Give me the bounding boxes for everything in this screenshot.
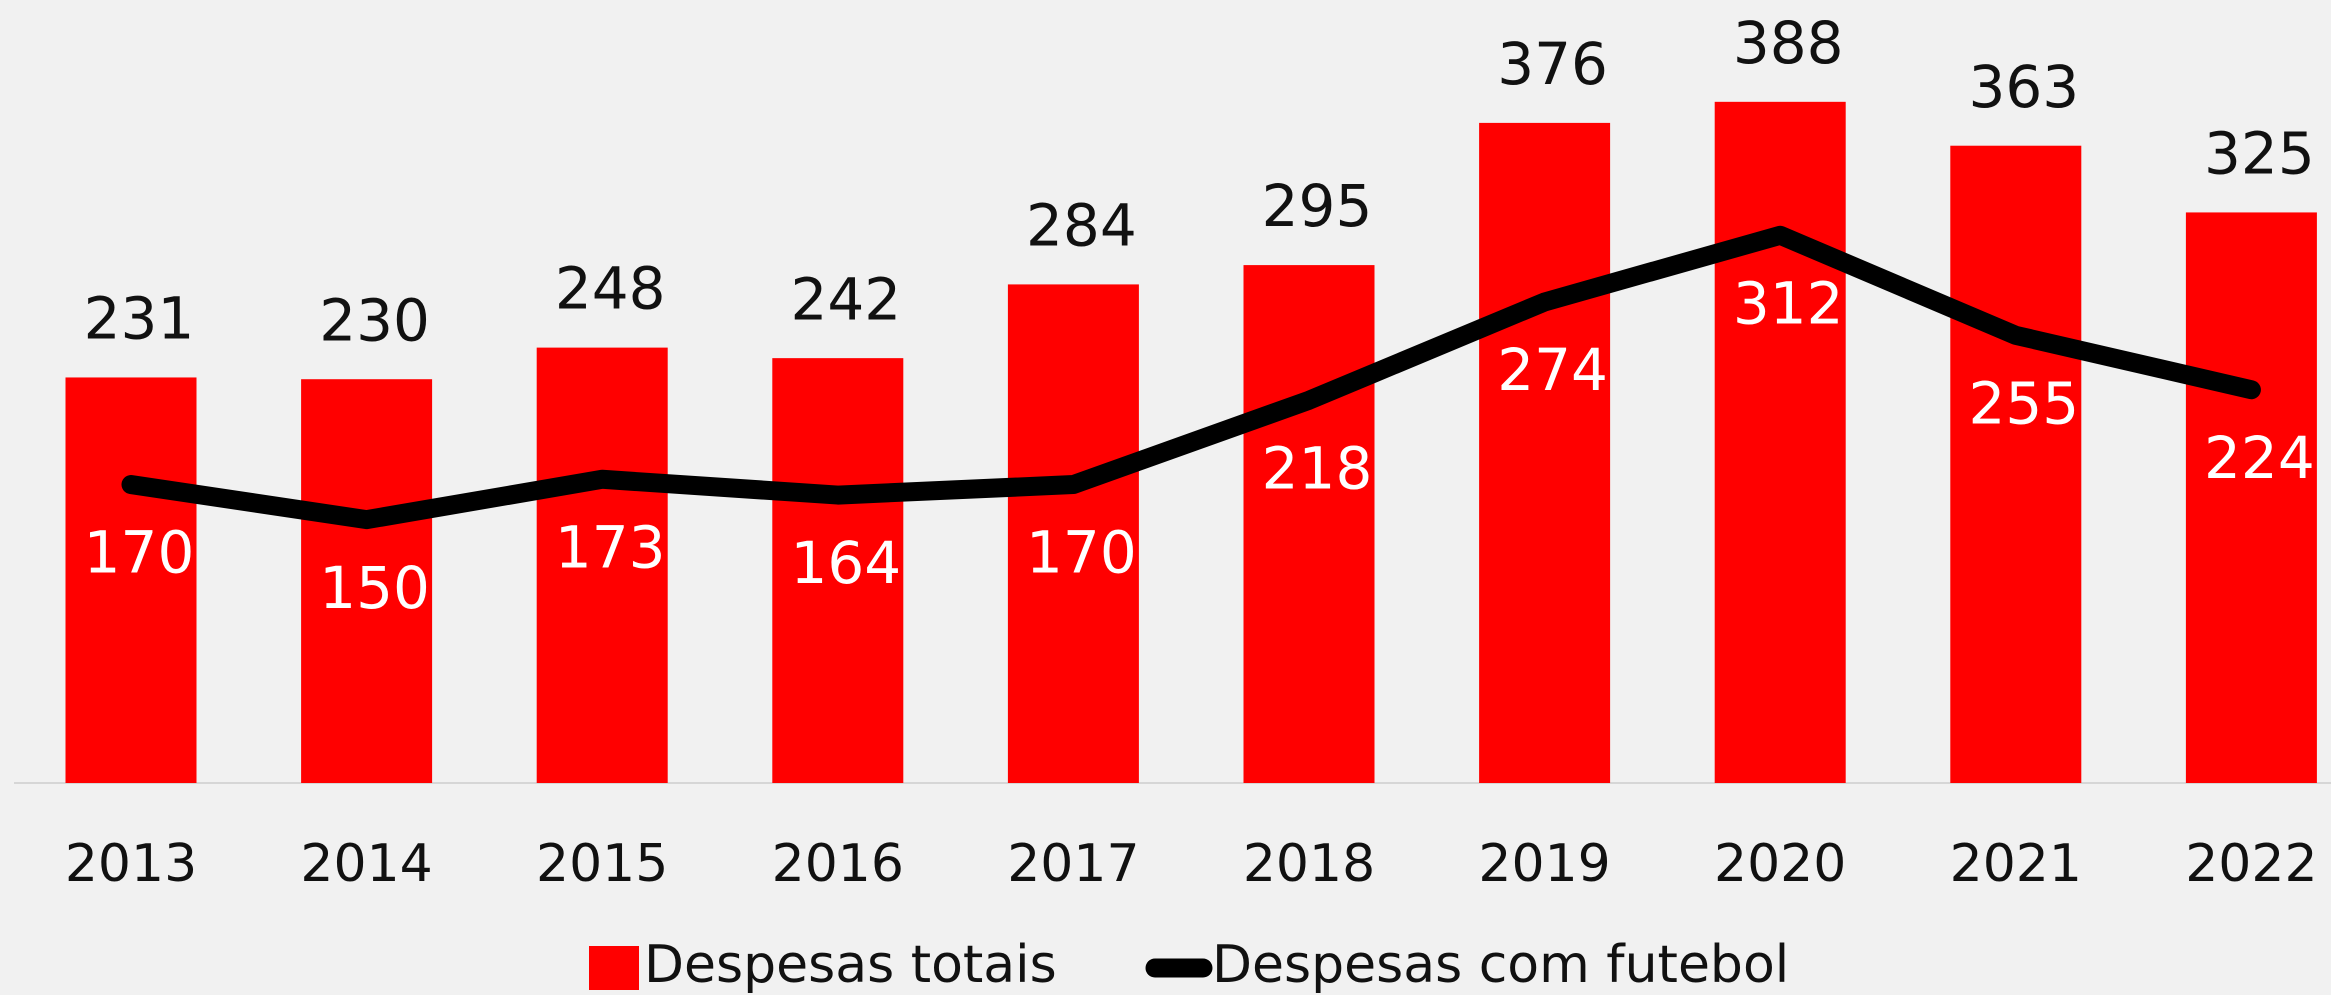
line-value-label: 312	[1733, 269, 1844, 337]
bar-value-label: 284	[1026, 192, 1137, 260]
bar	[1007, 284, 1139, 783]
bar	[301, 379, 433, 783]
line-value-label: 224	[2204, 424, 2315, 492]
bar	[2185, 212, 2317, 784]
line-value-label: 218	[1262, 434, 1373, 502]
line-value-label: 255	[1968, 369, 2079, 437]
bar-value-label: 231	[84, 285, 195, 353]
bar	[65, 377, 197, 783]
bar	[1479, 122, 1611, 783]
x-tick-label: 2021	[1950, 834, 2082, 894]
legend-label: Despesas totais	[644, 935, 1057, 995]
bar-value-label: 363	[1968, 53, 2079, 121]
x-tick-label: 2019	[1478, 834, 1610, 894]
line-value-label: 150	[319, 554, 430, 622]
x-tick-label: 2016	[772, 834, 904, 894]
bar	[1243, 265, 1375, 783]
bar-value-label: 248	[555, 255, 666, 323]
bar-value-label: 388	[1733, 9, 1844, 77]
bar-value-label: 295	[1262, 172, 1373, 240]
line-value-label: 173	[555, 513, 666, 581]
bar-value-label: 230	[319, 286, 430, 354]
bar	[1714, 101, 1846, 783]
x-tick-label: 2018	[1243, 834, 1375, 894]
bar	[1950, 145, 2082, 784]
line-value-label: 170	[1026, 519, 1137, 587]
bar	[772, 358, 904, 783]
bar-value-label: 242	[790, 265, 901, 333]
bar	[536, 347, 668, 783]
x-tick-label: 2017	[1007, 834, 1139, 894]
line-value-label: 274	[1497, 336, 1608, 404]
x-tick-label: 2022	[2185, 834, 2317, 894]
line-value-label: 164	[790, 529, 901, 597]
line-value-label: 170	[84, 519, 195, 587]
bar-value-label: 325	[2204, 120, 2315, 188]
x-tick-label: 2020	[1714, 834, 1846, 894]
x-tick-label: 2015	[536, 834, 668, 894]
x-tick-label: 2014	[300, 834, 432, 894]
line	[121, 225, 2261, 530]
x-tick-label: 2013	[65, 834, 197, 894]
bar-value-label: 376	[1497, 30, 1608, 98]
legend-swatch	[589, 946, 639, 990]
legend-label: Despesas com futebol	[1212, 935, 1789, 995]
